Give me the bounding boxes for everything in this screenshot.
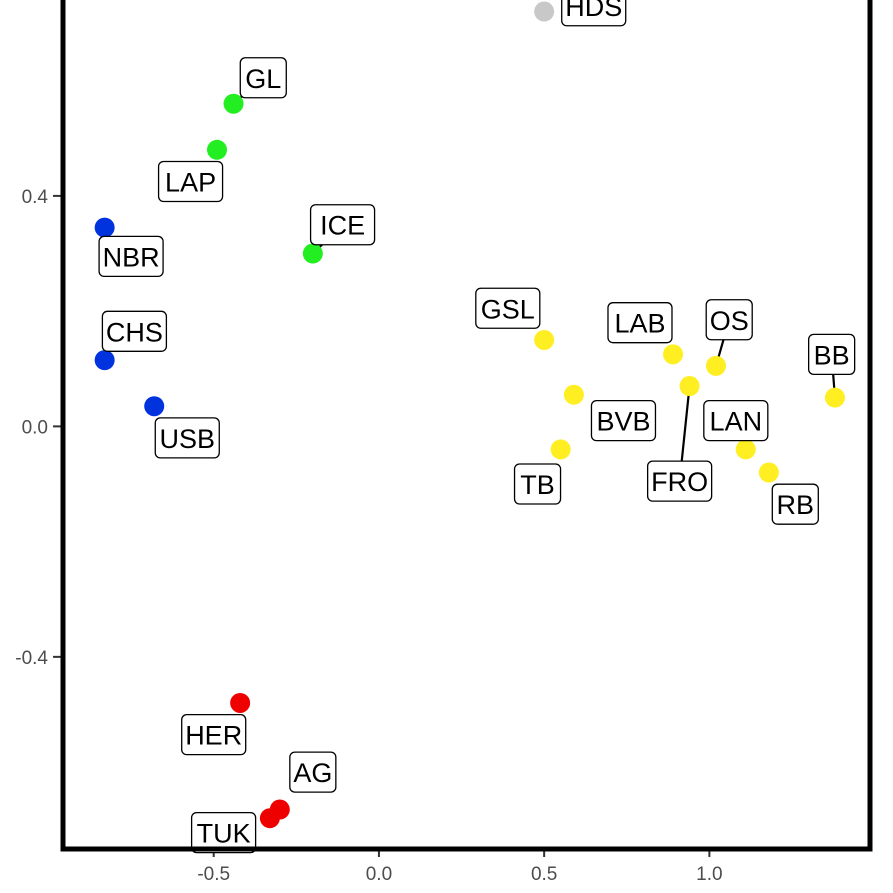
label-hds: HDS (561, 0, 627, 27)
x-tick-label: -0.5 (197, 864, 230, 885)
point-her (230, 692, 251, 713)
label-text: LAN (710, 407, 763, 437)
label-lan: LAN (703, 399, 769, 442)
label-box (646, 460, 713, 502)
label-box (703, 399, 769, 442)
point-chs (94, 350, 115, 371)
x-tick-label: 0.0 (366, 864, 392, 885)
data-points (94, 1, 845, 829)
label-rb: RB (771, 483, 819, 525)
point-hds (534, 1, 555, 22)
label-tuk: TUK (190, 811, 257, 854)
y-tick-label: 0.0 (22, 417, 48, 438)
label-box (771, 483, 819, 525)
label-box (590, 399, 657, 442)
point-nbr (94, 217, 115, 238)
label-bvb: BVB (590, 399, 657, 442)
label-text: NBR (103, 242, 160, 272)
point-bvb (563, 384, 584, 405)
label-text: BB (814, 340, 850, 370)
label-box (239, 57, 287, 99)
label-text: ICE (320, 211, 365, 241)
label-her: HER (181, 713, 247, 756)
point-lab (663, 344, 684, 365)
label-box (808, 333, 856, 376)
label-lap: LAP (157, 160, 224, 203)
label-text: HDS (565, 0, 622, 22)
x-tick-label: 0.5 (531, 864, 557, 885)
label-chs: CHS (101, 310, 168, 352)
label-text: TB (520, 470, 555, 500)
label-text: RB (777, 490, 815, 520)
label-box (154, 417, 220, 459)
label-text: HER (185, 721, 242, 751)
label-tb: TB (513, 463, 562, 505)
label-box (98, 235, 164, 278)
label-lab: LAB (607, 302, 673, 344)
label-box (190, 811, 257, 854)
point-gl (223, 93, 244, 114)
point-usb (144, 396, 165, 417)
point-gsl (534, 329, 555, 350)
point-fro (679, 376, 700, 397)
label-text: AG (293, 758, 332, 788)
label-text: CHS (106, 317, 163, 347)
label-text: BVB (596, 407, 650, 437)
label-box (475, 287, 541, 329)
label-os: OS (705, 299, 753, 341)
y-tick-label: 0.4 (22, 187, 49, 208)
point-os (705, 355, 726, 376)
axes-layer: -0.5 0.0 0.5 1.0 0.4 0.0 -0.4 (15, 187, 722, 885)
label-text: GSL (481, 294, 535, 324)
point-tb (550, 439, 571, 460)
label-nbr: NBR (98, 235, 164, 278)
label-fro: FRO (646, 460, 713, 502)
label-box (157, 160, 224, 203)
label-box (607, 302, 673, 344)
label-gl: GL (239, 57, 287, 99)
point-ice (302, 243, 323, 264)
label-ag: AG (289, 751, 337, 793)
label-text: OS (710, 306, 749, 336)
label-box (289, 751, 337, 793)
label-box (181, 713, 247, 756)
label-text: TUK (197, 819, 251, 849)
x-tick-label: 1.0 (696, 864, 722, 885)
label-box (101, 310, 168, 352)
label-box (705, 299, 753, 341)
label-ice: ICE (309, 204, 376, 246)
label-text: LAP (165, 168, 216, 198)
label-text: FRO (651, 467, 708, 497)
label-usb: USB (154, 417, 220, 459)
point-lan (735, 439, 756, 460)
point-bb (824, 387, 845, 408)
label-box (309, 204, 376, 246)
label-text: USB (160, 424, 216, 454)
point-rb (758, 462, 779, 483)
label-bb: BB (808, 333, 856, 376)
point-lap (207, 139, 228, 160)
label-gsl: GSL (475, 287, 541, 329)
label-box (561, 0, 627, 27)
point-tuk (259, 808, 280, 829)
label-text: LAB (614, 309, 665, 339)
label-text: GL (245, 64, 281, 94)
y-tick-label: -0.4 (15, 648, 48, 669)
plot-frame (60, 0, 873, 852)
label-box (513, 463, 562, 505)
